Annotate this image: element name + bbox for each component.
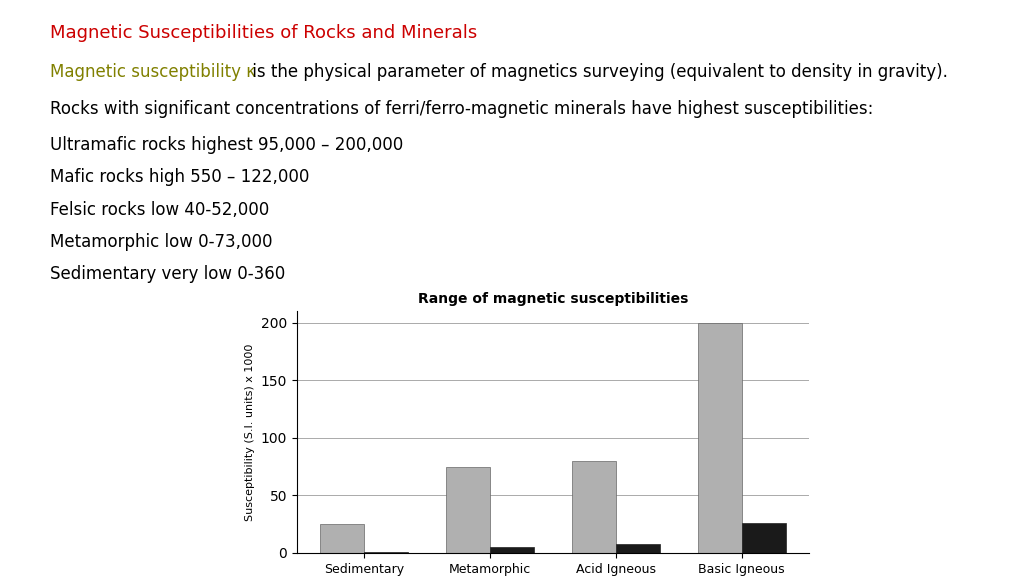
Text: Magnetic susceptibility κ: Magnetic susceptibility κ [50,63,256,81]
Text: Felsic rocks low 40-52,000: Felsic rocks low 40-52,000 [50,200,269,218]
Bar [741,523,785,553]
Bar [571,461,615,553]
Text: Magnetic Susceptibilities of Rocks and Minerals: Magnetic Susceptibilities of Rocks and M… [50,24,477,42]
Y-axis label: Susceptibility (S.I. units) x 1000: Susceptibility (S.I. units) x 1000 [246,343,255,521]
Text: Metamorphic low 0-73,000: Metamorphic low 0-73,000 [50,233,272,251]
Bar [446,467,490,553]
Bar [365,552,409,553]
Title: Range of magnetic susceptibilities: Range of magnetic susceptibilities [418,291,688,306]
Bar [490,547,535,553]
Bar [615,544,659,553]
Text: is the physical parameter of magnetics surveying (equivalent to density in gravi: is the physical parameter of magnetics s… [248,63,948,81]
Text: Sedimentary very low 0-360: Sedimentary very low 0-360 [50,265,286,283]
Text: Rocks with significant concentrations of ferri/ferro-magnetic minerals have high: Rocks with significant concentrations of… [50,100,873,118]
Text: Ultramafic rocks highest 95,000 – 200,000: Ultramafic rocks highest 95,000 – 200,00… [50,137,403,154]
Bar [697,323,741,553]
Text: Mafic rocks high 550 – 122,000: Mafic rocks high 550 – 122,000 [50,168,309,187]
Bar [321,524,365,553]
